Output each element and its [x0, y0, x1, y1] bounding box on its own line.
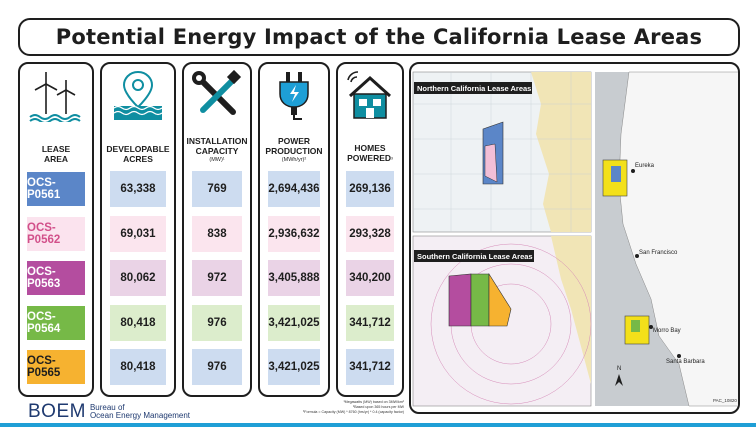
production-cell: 3,421,025	[268, 349, 320, 385]
column-lease-area: LEASE AREA OCS-P0561 OCS-P0562 OCS-P0563…	[18, 62, 94, 397]
capacity-cell: 976	[192, 305, 242, 341]
lease-cell-0563: OCS-P0563	[26, 260, 86, 296]
logo-agency: Bureau of Ocean Energy Management	[89, 402, 191, 420]
bottom-margin	[0, 428, 756, 439]
production-cell: 2,694,436	[268, 171, 320, 207]
city-label: San Francisco	[639, 250, 678, 256]
north-map-title: Northern California Lease Areas	[417, 84, 531, 93]
map-pin-waves-icon	[102, 70, 174, 122]
capacity-header: INSTALLATION CAPACITY (MW)¹	[186, 136, 248, 163]
acres-cell: 80,062	[110, 260, 166, 296]
production-cell: 3,405,888	[268, 260, 320, 296]
homes-cell: 269,136	[346, 171, 394, 207]
map-id: PAC_10820	[713, 398, 737, 403]
capacity-cell: 972	[192, 260, 242, 296]
column-developable-acres: DEVELOPABLE ACRES 63,338 69,031 80,062 8…	[100, 62, 176, 397]
capacity-cell: 838	[192, 216, 242, 252]
city-label: Santa Barbara	[666, 359, 705, 365]
lease-cell-0564: OCS-P0564	[26, 305, 86, 341]
wrench-screwdriver-icon	[184, 70, 250, 122]
homes-cell: 341,712	[346, 349, 394, 385]
map-panel: Northern California Lease Areas Southern…	[409, 62, 740, 414]
wind-turbine-icon	[20, 70, 92, 122]
title-banner: Potential Energy Impact of the Californi…	[18, 18, 740, 56]
acres-header: DEVELOPABLE ACRES	[106, 144, 170, 164]
acres-cell: 80,418	[110, 349, 166, 385]
production-cell: 2,936,632	[268, 216, 320, 252]
acres-cell: 80,418	[110, 305, 166, 341]
column-homes-powered: HOMES POWERED³ 269,136 293,328 340,200 3…	[336, 62, 404, 397]
city-label: Eureka	[635, 163, 655, 169]
homes-header: HOMES POWERED³	[347, 143, 393, 163]
house-wifi-icon	[338, 70, 402, 122]
homes-cell: 341,712	[346, 305, 394, 341]
accent-bar	[0, 423, 756, 427]
north-arrow-label: N	[617, 366, 621, 372]
lease-area-maps: Northern California Lease Areas Southern…	[412, 71, 738, 407]
city-label: Morro Bay	[653, 328, 681, 334]
north-arrow-icon	[615, 374, 623, 386]
column-power-production: POWER PRODUCTION (MWh/yr)² 2,694,436 2,9…	[258, 62, 330, 397]
capacity-cell: 976	[192, 349, 242, 385]
homes-cell: 340,200	[346, 260, 394, 296]
south-map-title: Southern California Lease Areas	[417, 252, 533, 261]
production-header: POWER PRODUCTION (MWh/yr)²	[265, 136, 323, 163]
power-plug-icon	[260, 70, 328, 122]
column-installation-capacity: INSTALLATION CAPACITY (MW)¹ 769 838 972 …	[182, 62, 252, 397]
lease-cell-0561: OCS-P0561	[26, 171, 86, 207]
lease-cell-0565: OCS-P0565	[26, 349, 86, 385]
page-title: Potential Energy Impact of the Californi…	[55, 25, 703, 49]
acres-cell: 69,031	[110, 216, 166, 252]
lease-cell-0562: OCS-P0562	[26, 216, 86, 252]
production-cell: 3,421,025	[268, 305, 320, 341]
boem-logo: BOEM Bureau of Ocean Energy Management	[28, 401, 190, 423]
footnotes: ¹Megawatts (MW) based on 3MW/km² ²Based …	[303, 400, 404, 414]
capacity-cell: 769	[192, 171, 242, 207]
homes-cell: 293,328	[346, 216, 394, 252]
logo-wordmark: BOEM	[28, 401, 86, 422]
acres-cell: 63,338	[110, 171, 166, 207]
lease-area-header: LEASE AREA	[41, 144, 71, 164]
